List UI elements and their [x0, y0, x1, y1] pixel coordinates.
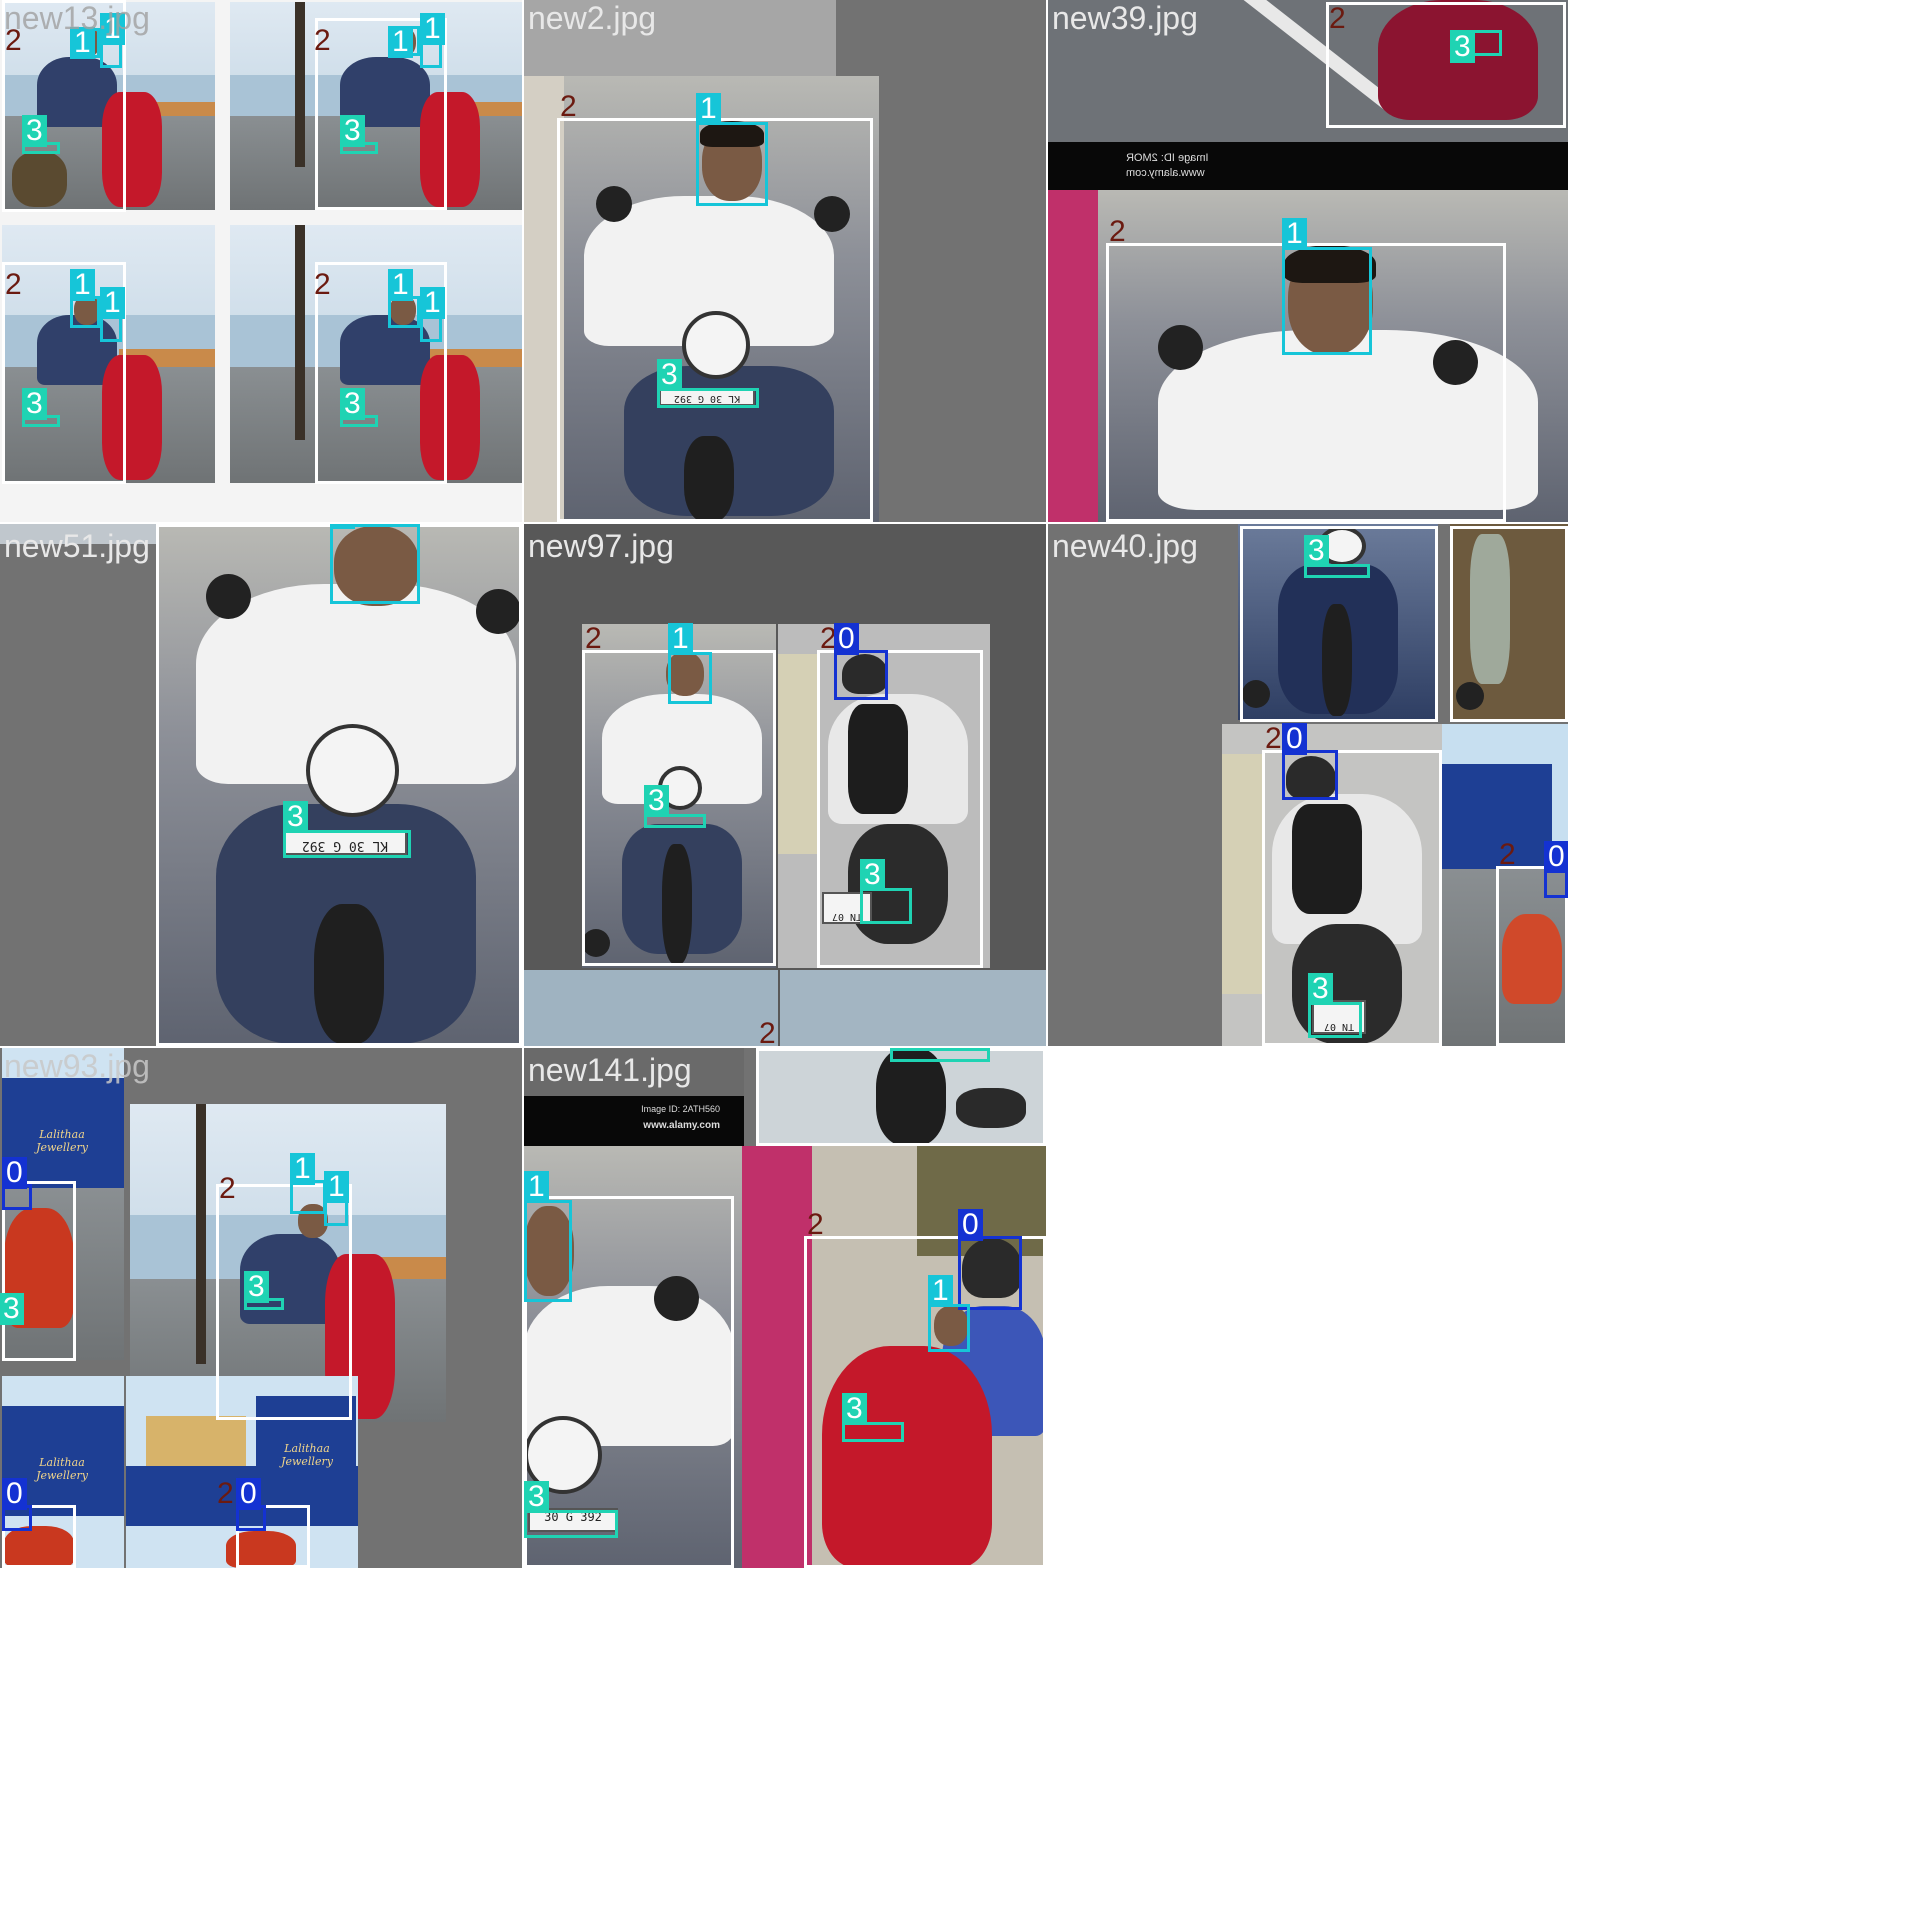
bbox-class-1: 1	[668, 623, 712, 704]
bbox-class-3: 3	[0, 1293, 24, 1325]
image-id-text: Image ID: 2ATH560	[641, 1104, 720, 1114]
empty-area	[0, 1568, 1048, 1920]
bbox-class-0: 0	[2, 1157, 32, 1210]
bbox-class-2: 2	[216, 1173, 352, 1420]
bbox-class-2: 2	[1240, 524, 1438, 722]
bbox-class-1: 1	[524, 1171, 572, 1302]
sub-photo: TN 07	[778, 624, 990, 968]
bbox-class-1: 1	[388, 26, 420, 58]
sub-photo: Lalithaa Jewellery	[2, 1048, 124, 1360]
bbox-class-2: 2	[804, 1209, 1046, 1568]
bbox-class-0: 0	[1544, 841, 1568, 898]
bbox-class-1: 1	[330, 524, 420, 604]
bbox-class-2: 2	[756, 1048, 1046, 1146]
bbox-class-2: 2	[1262, 723, 1442, 1046]
bbox-class-0: 0	[1282, 723, 1338, 800]
mosaic-tile-new13: new13.jpg 2 1 1 3 2 1 1 3 2 1 1 3 2 1 1 …	[0, 0, 522, 522]
bbox-class-2: 2	[2, 262, 126, 484]
bbox-class-0: 0	[2, 1478, 32, 1531]
sub-photo: 30 G 392	[524, 1146, 742, 1568]
bbox-class-3: 3	[1304, 535, 1370, 578]
sub-photo: Lalithaa Jewellery	[126, 1376, 358, 1568]
bbox-class-1: 1	[696, 93, 768, 206]
empty-area	[1048, 1048, 1920, 1920]
mosaic-tile-new39: Image ID: 2MOR www.alamy.com new39.jpg 2…	[1048, 0, 1568, 522]
bbox-class-0: 0	[236, 1478, 266, 1531]
bbox-class-3: 3	[860, 859, 912, 924]
tile-filename: new13.jpg	[4, 0, 150, 36]
bbox-class-2: 2	[817, 623, 983, 968]
sub-photo	[524, 0, 836, 76]
tile-filename: new97.jpg	[528, 528, 674, 564]
mosaic-tile-new93: Lalithaa Jewellery Lalithaa Jewellery La…	[0, 1048, 522, 1568]
shop-sign: Lalithaa Jewellery	[281, 1442, 333, 1468]
mosaic-tile-new51: KL 30 G 392 new51.jpg 2 1 3	[0, 524, 522, 1046]
bbox-class-1: 1	[290, 1153, 326, 1214]
bbox-class-3: 3	[1450, 30, 1502, 63]
sub-photo	[230, 2, 522, 210]
bbox-class-3: 3	[283, 801, 411, 858]
bbox-class-2: 2	[1326, 2, 1566, 128]
bbox-class-3: 3	[657, 359, 759, 408]
bbox-class-0: 0	[834, 623, 888, 700]
sub-photo	[1450, 524, 1568, 720]
bbox-class-1: 1	[1282, 218, 1372, 355]
bbox-class-3: 3	[22, 115, 60, 154]
sub-photo	[582, 624, 776, 968]
bbox-class-3: 3	[1308, 973, 1362, 1038]
sub-photo	[524, 970, 778, 1046]
bbox-class-3: 3	[842, 1393, 904, 1442]
bbox-class-1: 1	[70, 269, 100, 328]
sub-photo	[1442, 724, 1568, 1046]
tile-filename: new39.jpg	[1052, 0, 1198, 36]
empty-area	[1568, 0, 1920, 1048]
bbox-class-3: 3	[524, 1481, 618, 1538]
bbox-class-2: 2	[314, 262, 447, 484]
bbox-class-1: 1	[928, 1275, 970, 1352]
sub-photo: Image ID: 2ATH560 www.alamy.com	[524, 1048, 744, 1146]
bbox-class-3: 3	[244, 1271, 284, 1310]
sub-photo: KL 30 G 392	[156, 524, 522, 1046]
bbox-class-3: 3	[890, 1048, 990, 1062]
bbox-class-2: 2	[314, 18, 447, 210]
bbox-class-1: 1	[324, 1171, 349, 1226]
alamy-url-text: www.alamy.com	[643, 1120, 720, 1131]
shop-sign: Lalithaa Jewellery	[36, 1456, 88, 1482]
bbox-class-1: 1	[100, 13, 125, 68]
mirrored-url-text: www.alamy.com	[1126, 167, 1205, 179]
sub-photo	[780, 970, 1046, 1046]
tile-filename: new51.jpg	[4, 528, 150, 564]
tile-filename: new40.jpg	[1052, 528, 1198, 564]
bbox-class-2: 2	[217, 1478, 310, 1568]
bbox-class-0: 0	[958, 1209, 1022, 1310]
mosaic-tile-new40: TN 07 new40.jpg 2 3 2 2 0 3 2 0	[1048, 524, 1568, 1046]
bbox-class-1: 1	[100, 287, 125, 342]
bbox-class-1: 1	[388, 269, 420, 328]
sub-photo	[130, 1104, 446, 1422]
tile-filename: new2.jpg	[528, 0, 657, 36]
bbox-class-2: 2	[1450, 524, 1568, 722]
bbox-class-1: 1	[420, 287, 445, 342]
bbox-class-3: 3	[340, 115, 378, 154]
mosaic-tile-new141: Image ID: 2ATH560 www.alamy.com 30 G 392…	[524, 1048, 1046, 1568]
mirrored-id-text: Image ID: 2MOR	[1126, 152, 1209, 164]
bbox-class-2: 2	[1496, 839, 1568, 1046]
mosaic-tile-new97: TN 07 new97.jpg 2 1 3 2 0 3 2	[524, 524, 1046, 1046]
bbox-class-1: 1	[420, 13, 445, 68]
shop-sign: Lalithaa Jewellery	[36, 1128, 88, 1154]
bbox-class-3: 3	[340, 388, 378, 427]
bbox-class-3: 3	[644, 785, 706, 828]
sub-photo	[1238, 524, 1438, 720]
sub-photo: KL 30 G 392	[524, 76, 879, 522]
tile-filename: new93.jpg	[4, 1048, 150, 1084]
tile-filename: new141.jpg	[528, 1052, 692, 1088]
sub-photo: Lalithaa Jewellery	[2, 1376, 124, 1568]
bbox-class-1: 1	[70, 27, 100, 59]
sub-photo	[756, 1048, 1046, 1146]
bbox-class-2: 2	[2, 0, 126, 212]
mosaic-tile-new2: KL 30 G 392 new2.jpg 2 1 3	[524, 0, 1046, 522]
bbox-class-3: 3	[22, 388, 60, 427]
